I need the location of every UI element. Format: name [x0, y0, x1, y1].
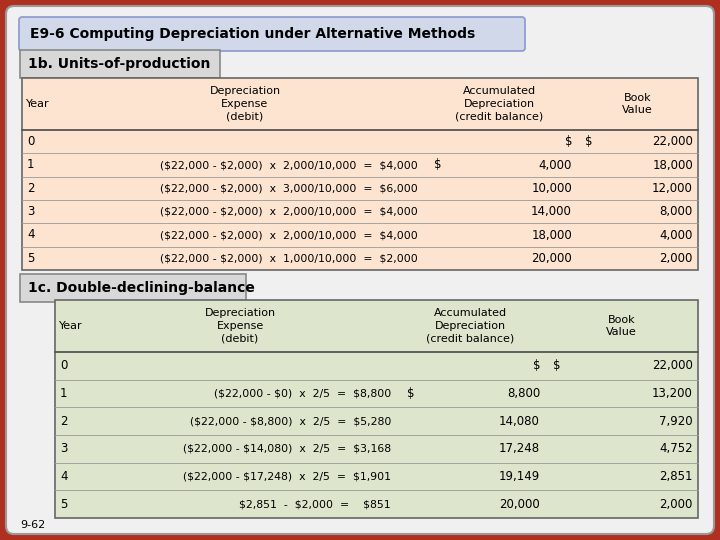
Text: 2: 2	[27, 182, 35, 195]
Text: ($22,000 - $2,000)  x  2,000/10,000  =  $4,000: ($22,000 - $2,000) x 2,000/10,000 = $4,0…	[161, 160, 418, 170]
Text: ($22,000 - $2,000)  x  1,000/10,000  =  $2,000: ($22,000 - $2,000) x 1,000/10,000 = $2,0…	[161, 253, 418, 264]
FancyBboxPatch shape	[6, 6, 714, 534]
Text: E9-6 Computing Depreciation under Alternative Methods: E9-6 Computing Depreciation under Altern…	[30, 27, 475, 41]
Text: 7,920: 7,920	[660, 415, 693, 428]
Text: 13,200: 13,200	[652, 387, 693, 400]
Text: 20,000: 20,000	[531, 252, 572, 265]
Text: $: $	[553, 359, 560, 373]
Text: 9-62: 9-62	[20, 520, 45, 530]
Text: 10,000: 10,000	[531, 182, 572, 195]
Text: $2,851  -  $2,000  =    $851: $2,851 - $2,000 = $851	[239, 499, 391, 509]
Text: Book
Value: Book Value	[606, 315, 637, 338]
FancyBboxPatch shape	[20, 50, 220, 78]
Text: 3: 3	[27, 205, 35, 218]
Text: 22,000: 22,000	[652, 359, 693, 373]
Text: Depreciation
Expense
(debit): Depreciation Expense (debit)	[210, 86, 281, 122]
Text: 4: 4	[60, 470, 68, 483]
Text: 2,000: 2,000	[660, 498, 693, 511]
Text: 1b. Units-of-production: 1b. Units-of-production	[28, 57, 210, 71]
Text: 2,851: 2,851	[660, 470, 693, 483]
Text: $: $	[533, 359, 540, 373]
FancyBboxPatch shape	[20, 274, 246, 302]
Bar	[22, 78, 698, 270]
Text: Book
Value: Book Value	[622, 92, 653, 116]
Text: 18,000: 18,000	[531, 228, 572, 241]
Text: $: $	[407, 387, 415, 400]
Text: ($22,000 - $17,248)  x  2/5  =  $1,901: ($22,000 - $17,248) x 2/5 = $1,901	[183, 471, 391, 482]
Text: $: $	[564, 135, 572, 148]
Text: Accumulated
Depreciation
(credit balance): Accumulated Depreciation (credit balance…	[455, 86, 544, 122]
Text: 5: 5	[27, 252, 35, 265]
Text: 2,000: 2,000	[660, 252, 693, 265]
Text: 0: 0	[27, 135, 35, 148]
Text: ($22,000 - $8,800)  x  2/5  =  $5,280: ($22,000 - $8,800) x 2/5 = $5,280	[189, 416, 391, 426]
Bar	[55, 300, 698, 518]
Text: 17,248: 17,248	[499, 442, 540, 455]
Text: 8,800: 8,800	[507, 387, 540, 400]
Text: 14,080: 14,080	[499, 415, 540, 428]
Text: ($22,000 - $2,000)  x  3,000/10,000  =  $6,000: ($22,000 - $2,000) x 3,000/10,000 = $6,0…	[161, 184, 418, 193]
Text: ($22,000 - $2,000)  x  2,000/10,000  =  $4,000: ($22,000 - $2,000) x 2,000/10,000 = $4,0…	[161, 230, 418, 240]
Text: 3: 3	[60, 442, 68, 455]
Text: 5: 5	[60, 498, 68, 511]
Text: ($22,000 - $2,000)  x  2,000/10,000  =  $4,000: ($22,000 - $2,000) x 2,000/10,000 = $4,0…	[161, 207, 418, 217]
Text: $: $	[585, 135, 593, 148]
Text: 1c. Double-declining-balance: 1c. Double-declining-balance	[28, 281, 255, 295]
Text: 2: 2	[60, 415, 68, 428]
Text: $: $	[434, 159, 441, 172]
Text: 19,149: 19,149	[499, 470, 540, 483]
Text: 1: 1	[27, 159, 35, 172]
Text: ($22,000 - $14,080)  x  2/5  =  $3,168: ($22,000 - $14,080) x 2/5 = $3,168	[183, 444, 391, 454]
Text: 18,000: 18,000	[652, 159, 693, 172]
Text: 4,000: 4,000	[539, 159, 572, 172]
Text: ($22,000 - $0)  x  2/5  =  $8,800: ($22,000 - $0) x 2/5 = $8,800	[214, 388, 391, 399]
Text: 4,752: 4,752	[660, 442, 693, 455]
Text: Year: Year	[26, 99, 50, 109]
Text: Depreciation
Expense
(debit): Depreciation Expense (debit)	[204, 308, 276, 344]
Text: Year: Year	[59, 321, 83, 331]
Text: 4,000: 4,000	[660, 228, 693, 241]
Text: 20,000: 20,000	[499, 498, 540, 511]
Text: Accumulated
Depreciation
(credit balance): Accumulated Depreciation (credit balance…	[426, 308, 514, 344]
Text: 14,000: 14,000	[531, 205, 572, 218]
Text: 22,000: 22,000	[652, 135, 693, 148]
Text: 4: 4	[27, 228, 35, 241]
FancyBboxPatch shape	[19, 17, 525, 51]
Text: 8,000: 8,000	[660, 205, 693, 218]
Text: 12,000: 12,000	[652, 182, 693, 195]
Text: 0: 0	[60, 359, 68, 373]
Text: 1: 1	[60, 387, 68, 400]
